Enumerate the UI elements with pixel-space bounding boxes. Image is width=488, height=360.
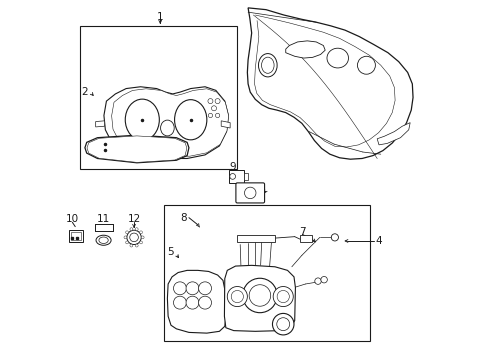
Ellipse shape [261,57,274,73]
Text: 9: 9 [229,162,236,172]
Text: 3: 3 [257,186,264,197]
Circle shape [130,228,133,231]
Text: 2: 2 [81,87,88,97]
Circle shape [185,296,199,309]
Ellipse shape [96,235,111,245]
Bar [237,234,274,242]
Circle shape [125,231,128,234]
Circle shape [229,174,235,179]
Circle shape [198,296,211,309]
Ellipse shape [357,56,375,74]
Circle shape [198,282,211,295]
Circle shape [244,187,255,199]
Text: 1: 1 [157,12,163,22]
Bar [163,205,369,341]
Bar [69,230,83,242]
Ellipse shape [258,54,277,77]
Text: 11: 11 [97,215,110,224]
Circle shape [227,287,247,307]
Ellipse shape [326,48,348,68]
Ellipse shape [160,120,174,136]
Polygon shape [96,121,104,127]
Circle shape [215,113,219,118]
Circle shape [139,241,142,244]
Polygon shape [221,121,230,128]
Circle shape [173,296,186,309]
Circle shape [215,99,220,104]
Circle shape [277,291,289,303]
Circle shape [185,282,199,295]
Polygon shape [111,89,228,156]
Text: 6: 6 [277,325,283,336]
Bar [80,26,237,169]
Circle shape [129,233,138,242]
Circle shape [139,231,142,234]
Circle shape [231,291,243,303]
Circle shape [242,278,277,313]
Circle shape [272,314,293,335]
Polygon shape [87,136,186,162]
Circle shape [249,285,270,306]
Polygon shape [85,135,188,163]
Circle shape [135,244,138,247]
Text: 12: 12 [127,215,141,224]
Polygon shape [167,270,225,333]
Circle shape [314,278,321,284]
Polygon shape [285,41,325,58]
Circle shape [207,99,212,104]
Text: 5: 5 [167,247,174,257]
Ellipse shape [174,100,206,140]
Text: 8: 8 [180,213,186,222]
Polygon shape [247,8,412,159]
Text: 4: 4 [375,236,382,246]
Circle shape [125,241,128,244]
Circle shape [124,236,126,239]
Circle shape [126,230,141,244]
Bar [300,234,311,242]
Circle shape [130,244,133,247]
Text: 10: 10 [66,215,79,224]
Circle shape [208,113,212,118]
FancyBboxPatch shape [235,183,264,203]
Circle shape [173,282,186,295]
Polygon shape [104,87,228,158]
Bar [228,170,244,183]
Polygon shape [224,265,295,331]
Circle shape [276,318,289,330]
Ellipse shape [99,237,108,243]
Circle shape [135,228,138,231]
Bar [71,231,81,240]
Bar [244,173,248,180]
Polygon shape [376,123,409,145]
Text: 7: 7 [299,227,305,237]
Circle shape [273,287,293,307]
Circle shape [320,276,326,283]
Circle shape [330,234,338,241]
Circle shape [141,236,144,239]
Circle shape [211,106,216,111]
Ellipse shape [125,99,159,140]
